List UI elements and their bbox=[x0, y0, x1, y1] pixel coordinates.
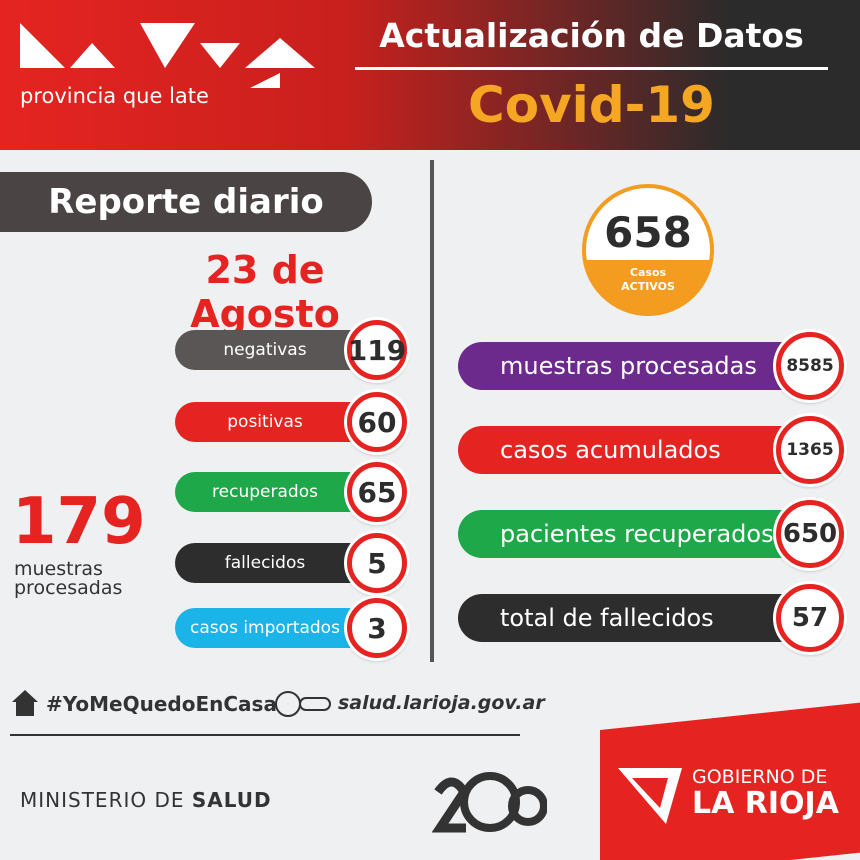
title-rule bbox=[355, 67, 828, 70]
summary-value: 57 bbox=[776, 584, 844, 652]
logo-text: provincia que late bbox=[20, 84, 209, 108]
total: 179 bbox=[12, 485, 146, 559]
title: Actualización de Datos bbox=[379, 16, 804, 55]
home-icon bbox=[12, 690, 38, 716]
web-icon bbox=[275, 691, 331, 717]
emblem bbox=[432, 772, 547, 833]
daily-item-value: 60 bbox=[347, 392, 407, 452]
subtitle: Covid-19 bbox=[468, 76, 715, 134]
summary-label: muestras procesadas bbox=[458, 342, 808, 390]
ministry: MINISTERIO DE SALUD bbox=[20, 788, 272, 812]
summary-value: 650 bbox=[776, 500, 844, 568]
footer-rule bbox=[10, 734, 520, 736]
daily-item-label: casos importados bbox=[175, 608, 375, 648]
daily-item-label: positivas bbox=[175, 402, 375, 442]
active-value: 658 bbox=[604, 208, 692, 257]
daily-item-value: 5 bbox=[347, 533, 407, 593]
ministry-name: SALUD bbox=[191, 788, 272, 812]
active-circle bbox=[582, 184, 714, 316]
summary-label: pacientes recuperados bbox=[458, 510, 808, 558]
daily-item-label: recuperados bbox=[175, 472, 375, 512]
daily-item-value: 65 bbox=[347, 462, 407, 522]
daily-item-value: 3 bbox=[347, 598, 407, 658]
logo-shapes bbox=[20, 23, 315, 88]
daily-item-label: negativas bbox=[175, 330, 375, 370]
daily-label: Reporte diario bbox=[0, 172, 372, 232]
summary-label: casos acumulados bbox=[458, 426, 808, 474]
summary-label: total de fallecidos bbox=[458, 594, 808, 642]
divider bbox=[430, 160, 434, 662]
url: salud.larioja.gov.ar bbox=[338, 692, 545, 714]
gov-bottom: LA RIOJA bbox=[692, 786, 839, 821]
hashtag: #YoMeQuedoEnCasa bbox=[46, 692, 277, 716]
summary-value: 8585 bbox=[776, 332, 844, 400]
ministry-prefix: MINISTERIO DE bbox=[20, 788, 185, 812]
total-label: muestras procesadas bbox=[14, 558, 123, 599]
daily-item-label: fallecidos bbox=[175, 543, 375, 583]
date: 23 de Agosto bbox=[190, 248, 340, 336]
gov-logo bbox=[618, 768, 682, 824]
summary-value: 1365 bbox=[776, 416, 844, 484]
active-label-bottom: ACTIVOS bbox=[621, 280, 675, 293]
daily-item-value: 119 bbox=[347, 320, 407, 380]
gov-top: GOBIERNO DE bbox=[692, 766, 828, 788]
active-label-top: Casos bbox=[629, 266, 667, 279]
